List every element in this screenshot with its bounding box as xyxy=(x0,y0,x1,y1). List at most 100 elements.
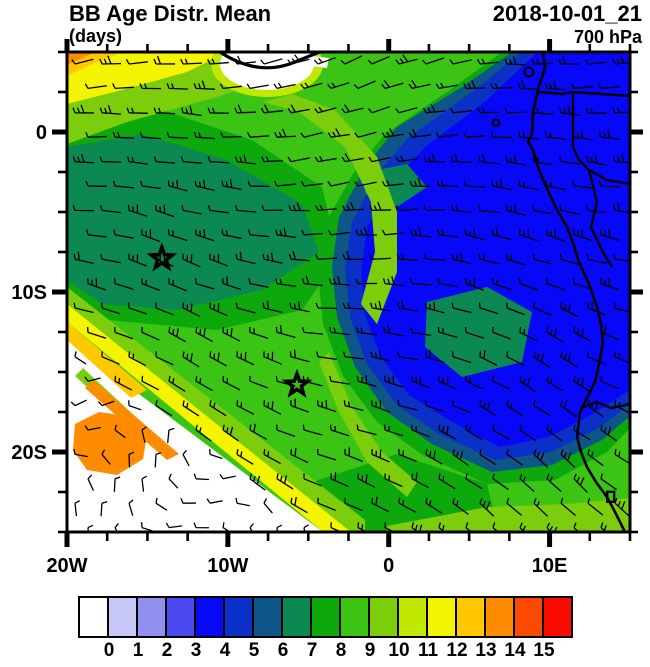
country-border xyxy=(571,94,630,186)
wind-barb xyxy=(505,154,526,166)
colorbar-cell-16 xyxy=(544,598,571,636)
island-outline xyxy=(523,66,535,78)
wind-barb xyxy=(560,351,578,368)
wind-barb xyxy=(369,254,392,260)
wind-barb xyxy=(533,497,549,517)
colorbar-cell-6 xyxy=(254,598,281,636)
wind-barb xyxy=(300,180,323,187)
wind-barb xyxy=(451,252,472,265)
wind-barb xyxy=(587,449,604,467)
valid-datetime: 2018-10-01_21 xyxy=(492,1,642,26)
wind-barb xyxy=(125,58,148,65)
wind-barb xyxy=(519,375,536,393)
x-axis-tick-label: 10W xyxy=(207,555,248,577)
wind-barb xyxy=(354,181,377,187)
colorbar-cell-14 xyxy=(486,598,513,636)
wind-barb xyxy=(424,349,445,364)
wind-barb xyxy=(598,129,620,141)
wind-barb xyxy=(506,449,523,466)
wind-barb xyxy=(560,399,577,418)
wind-barb xyxy=(100,302,121,315)
wind-barb xyxy=(573,522,589,532)
wind-barb xyxy=(316,351,337,361)
wind-barb xyxy=(518,180,539,191)
wind-barb xyxy=(506,351,525,366)
wind-barb xyxy=(128,351,147,367)
wind-barb xyxy=(367,105,391,114)
wind-barb xyxy=(423,253,446,261)
wind-barb xyxy=(397,351,418,361)
wind-barb xyxy=(128,400,142,411)
contour-region-6-7 xyxy=(425,287,532,377)
wind-barb xyxy=(101,449,111,465)
wind-barb xyxy=(287,104,310,114)
wind-barb xyxy=(126,107,149,114)
colorbar-tick-label: 12 xyxy=(446,640,468,661)
wind-barb xyxy=(344,497,363,512)
wind-barb xyxy=(612,154,630,165)
wind-barb xyxy=(410,327,431,336)
wind-barb xyxy=(395,155,418,163)
wind-barb xyxy=(465,473,483,490)
wind-barb xyxy=(519,326,538,342)
wind-barb xyxy=(478,302,499,315)
wind-barb xyxy=(276,473,294,490)
wind-barb xyxy=(452,449,469,467)
wind-barb xyxy=(207,58,229,65)
wind-barb xyxy=(234,205,256,213)
contour-region-6-7 xyxy=(67,134,319,310)
wind-barb xyxy=(327,128,350,138)
wind-barb xyxy=(546,424,563,442)
wind-barb xyxy=(464,326,485,339)
wind-barb xyxy=(355,226,378,236)
wind-barb xyxy=(167,179,188,192)
wind-barb xyxy=(114,523,122,532)
wind-barb xyxy=(300,82,323,90)
colorbar-tick-label: 7 xyxy=(306,640,318,661)
wind-barb xyxy=(451,302,472,314)
wind-barb xyxy=(262,252,283,264)
wind-barb xyxy=(275,227,296,239)
wind-barb xyxy=(452,497,469,515)
wind-barb xyxy=(423,153,446,163)
wind-barb xyxy=(193,131,215,140)
wind-barb xyxy=(411,522,428,532)
wind-barb xyxy=(492,327,511,340)
wind-barb xyxy=(193,522,210,529)
wind-barb xyxy=(209,448,223,460)
contour-region-10-11 xyxy=(263,94,397,324)
wind-barb xyxy=(435,82,458,90)
wind-barb xyxy=(235,154,256,165)
wind-barb xyxy=(368,156,391,163)
wind-barb xyxy=(544,80,566,91)
colorbar-cell-0 xyxy=(80,598,107,636)
wind-barb xyxy=(600,278,620,291)
wind-barb xyxy=(168,278,187,292)
wind-barb xyxy=(612,107,630,114)
wind-barb xyxy=(101,351,120,365)
colorbar-cell-11 xyxy=(399,598,426,636)
wind-barb xyxy=(585,107,608,114)
wind-barb xyxy=(85,229,107,238)
wind-barb xyxy=(572,278,593,290)
wind-barb xyxy=(263,448,281,465)
wind-barb xyxy=(222,375,241,391)
wind-barb xyxy=(99,205,121,214)
wind-barb xyxy=(72,153,95,164)
colorbar-tick-label: 1 xyxy=(132,640,144,661)
wind-barb xyxy=(314,204,337,212)
wind-barb xyxy=(409,227,431,238)
wind-barb xyxy=(314,155,337,163)
wind-barb xyxy=(193,80,216,90)
colorbar-tick-label: 13 xyxy=(475,640,497,661)
wind-barb xyxy=(182,302,201,318)
wind-barb xyxy=(193,473,210,481)
wind-barb xyxy=(128,302,148,315)
wind-barb xyxy=(438,522,455,532)
colorbar-tick-label: 5 xyxy=(248,640,260,661)
pressure-level-label: 700 hPa xyxy=(573,27,642,47)
wind-barb xyxy=(533,302,552,316)
wind-barb xyxy=(195,375,213,392)
wind-barb xyxy=(490,83,513,90)
wind-barb xyxy=(165,522,182,529)
